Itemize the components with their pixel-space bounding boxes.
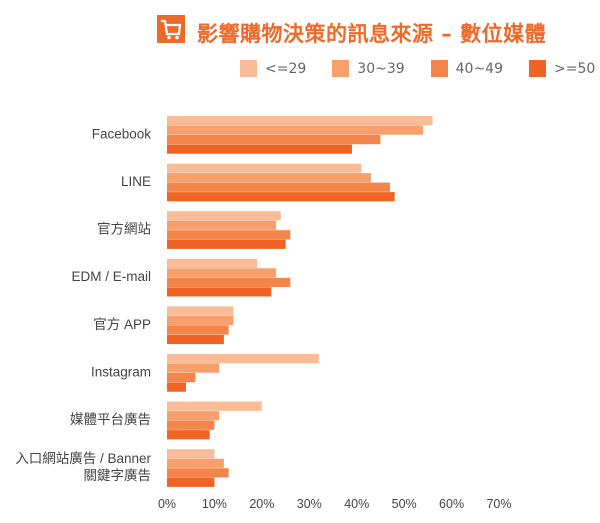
legend-swatch bbox=[430, 60, 448, 77]
x-tick-label: 40% bbox=[344, 497, 369, 511]
bar bbox=[167, 163, 362, 173]
bar bbox=[167, 411, 220, 421]
category-label: 媒體平台廣告 bbox=[70, 411, 151, 427]
bar bbox=[167, 211, 281, 221]
bar bbox=[167, 277, 291, 287]
chart-title: 影響購物決策的訊息來源 – 數位媒體 bbox=[197, 22, 547, 46]
legend-swatch bbox=[240, 60, 257, 77]
bar bbox=[167, 401, 262, 411]
legend-item: 40~49 bbox=[430, 60, 503, 77]
x-tick-label: 50% bbox=[392, 497, 417, 511]
bar bbox=[167, 306, 234, 316]
category-label: Instagram bbox=[91, 364, 151, 379]
bar bbox=[167, 430, 210, 440]
category-label: EDM / E-mail bbox=[71, 269, 151, 284]
bar bbox=[167, 230, 291, 240]
x-tick-label: 0% bbox=[158, 497, 176, 511]
x-tick-label: 70% bbox=[486, 497, 511, 511]
bar bbox=[167, 315, 234, 326]
bar bbox=[167, 354, 319, 364]
bar bbox=[167, 116, 433, 126]
legend-swatch bbox=[529, 60, 546, 77]
x-tick-label: 20% bbox=[249, 497, 274, 511]
bar bbox=[167, 458, 224, 468]
bar bbox=[167, 268, 277, 278]
bar bbox=[167, 325, 229, 335]
bar bbox=[167, 334, 224, 345]
category-label: LINE bbox=[121, 174, 151, 189]
bar bbox=[167, 382, 186, 392]
bar bbox=[167, 220, 277, 230]
shopping-cart-icon bbox=[157, 15, 185, 43]
x-tick-label: 30% bbox=[297, 497, 322, 511]
bar bbox=[167, 192, 395, 202]
bar bbox=[167, 135, 381, 145]
legend-item: >=50 bbox=[529, 60, 595, 77]
bar bbox=[167, 144, 352, 154]
x-tick-label: 60% bbox=[439, 497, 464, 511]
category-label: 官方網站 bbox=[97, 222, 151, 237]
x-tick-label: 10% bbox=[202, 497, 227, 511]
legend-label: 40~49 bbox=[455, 60, 503, 77]
legend-item: 30~39 bbox=[332, 60, 405, 77]
bar bbox=[167, 125, 424, 135]
bar bbox=[167, 373, 196, 383]
bar bbox=[167, 420, 215, 430]
bar bbox=[167, 182, 390, 192]
legend-swatch bbox=[332, 60, 350, 77]
bar bbox=[167, 173, 371, 183]
bar bbox=[167, 468, 229, 478]
category-label: 入口網站廣告 / Banner bbox=[15, 450, 151, 466]
bar bbox=[167, 258, 258, 268]
legend-label: 30~39 bbox=[357, 60, 405, 77]
bar bbox=[167, 239, 286, 249]
legend-label: >=50 bbox=[554, 60, 596, 77]
legend-item: <=29 bbox=[240, 60, 306, 77]
category-label: 關鍵字廣告 bbox=[84, 467, 152, 483]
category-label: Facebook bbox=[92, 126, 152, 141]
category-label: 官方 APP bbox=[93, 317, 151, 332]
bar bbox=[167, 477, 215, 487]
bar bbox=[167, 363, 220, 373]
bar bbox=[167, 287, 272, 297]
legend-label: <=29 bbox=[265, 60, 307, 77]
bar bbox=[167, 449, 215, 459]
legend: <=29 30~39 40~49 >=50 bbox=[240, 60, 600, 77]
